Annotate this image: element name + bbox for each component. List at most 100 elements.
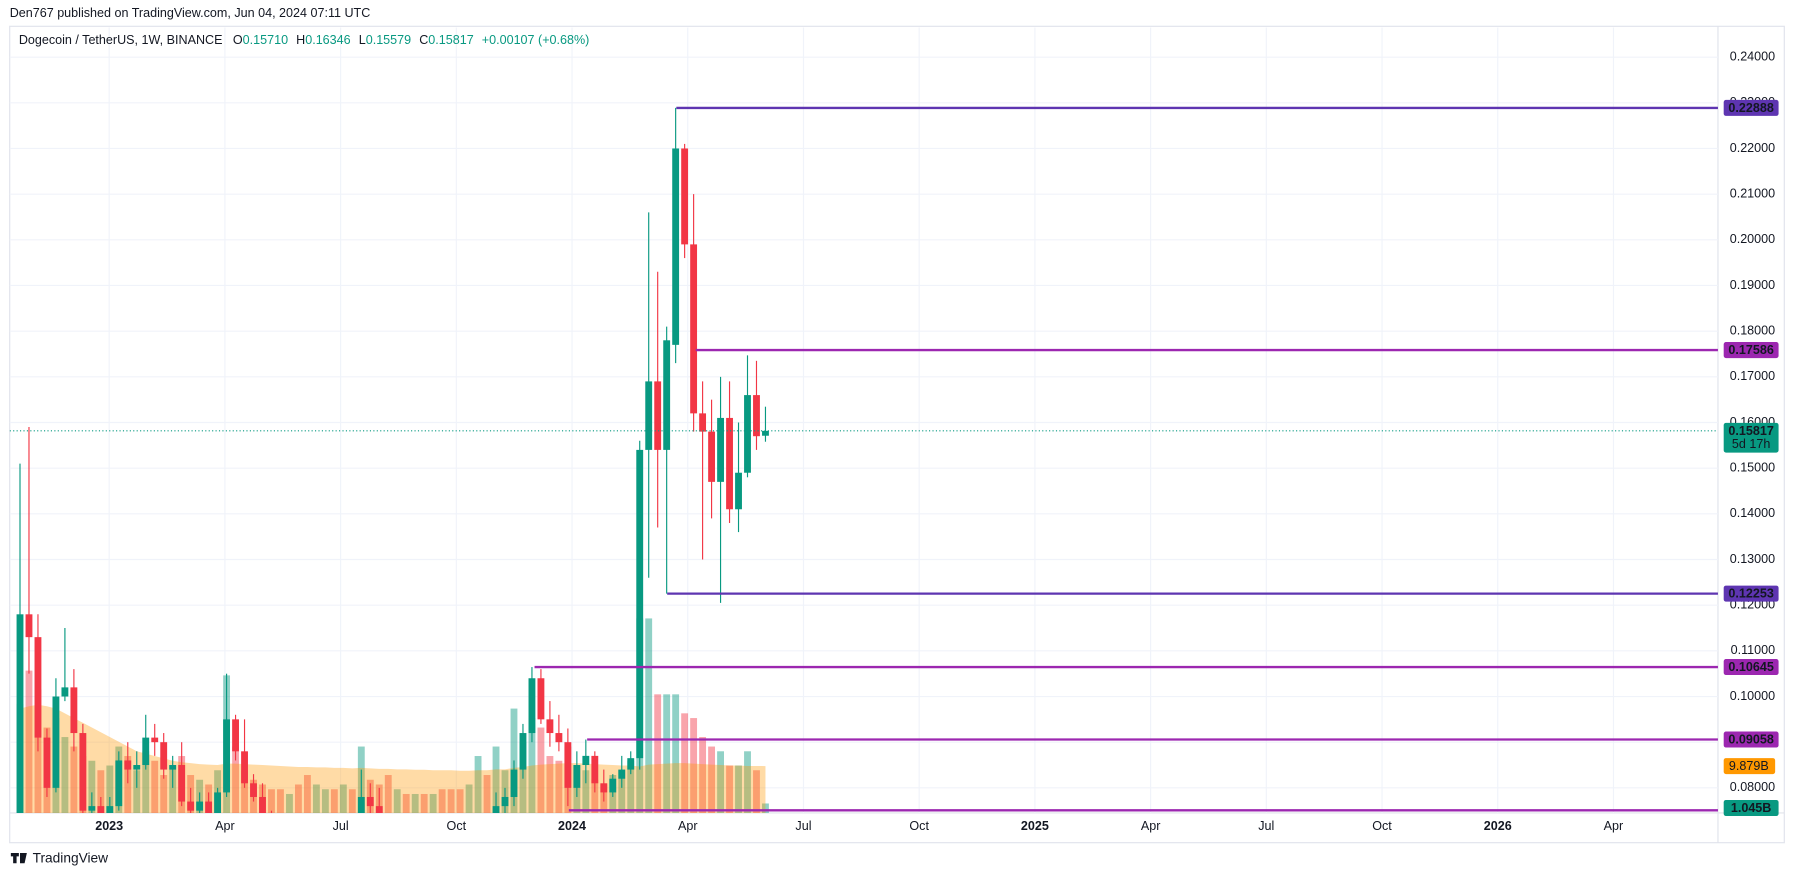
candle-body [259, 796, 266, 813]
candle-body [528, 678, 536, 734]
level-label-box [1723, 342, 1779, 359]
candle-body [510, 769, 518, 797]
candle-body [654, 381, 662, 450]
legend-key: O [233, 33, 243, 47]
legend-change: +0.00107 (+0.68%) [482, 33, 590, 47]
x-tick-label: Apr [215, 819, 235, 833]
candle-body [250, 783, 257, 797]
candle-body [546, 719, 554, 734]
candle-body [573, 765, 581, 788]
volume-bar [142, 751, 150, 813]
volume-bar [555, 760, 563, 813]
x-tick-label: 2024 [558, 819, 586, 833]
volume-bar [672, 694, 680, 813]
level-label-box [1723, 99, 1779, 116]
candle-body [169, 765, 177, 770]
candle-body [681, 148, 689, 245]
y-tick-label: 0.19000 [1730, 278, 1775, 292]
candle-body [618, 769, 626, 779]
candle-body [43, 737, 51, 788]
candle-body [16, 614, 24, 813]
volume-bar [402, 793, 410, 813]
y-tick-label: 0.21000 [1730, 186, 1775, 200]
candle-body [708, 431, 716, 482]
volume-bar [330, 789, 338, 813]
candle-body [357, 796, 365, 813]
y-tick-label: 0.18000 [1730, 323, 1775, 337]
candle-body [717, 417, 724, 482]
level-label-box [1723, 659, 1779, 676]
volume-bar [717, 751, 724, 813]
level-label-box [1723, 731, 1779, 748]
volume-bar [753, 770, 760, 813]
candle-body [492, 806, 500, 813]
candle-body [142, 737, 150, 766]
volume-bar [591, 779, 599, 813]
candle-body [88, 806, 96, 811]
volume-bar [582, 770, 590, 813]
volume-level-label: 1.045B [1731, 801, 1772, 815]
y-tick-label: 0.10000 [1730, 689, 1775, 703]
volume-bar [384, 775, 392, 813]
volume-bar [411, 793, 419, 813]
candle-body [582, 755, 590, 766]
volume-bar [438, 789, 446, 813]
volume-bar [294, 784, 302, 813]
x-tick-label: 2025 [1021, 819, 1049, 833]
x-tick-label: Oct [1372, 819, 1392, 833]
candle-body [762, 430, 769, 436]
x-tick-label: Jul [333, 819, 349, 833]
candle-body [555, 733, 563, 743]
y-tick-label: 0.17000 [1730, 369, 1775, 383]
candle-body [645, 381, 653, 450]
candle-body [735, 472, 742, 510]
volume-ma-box [1723, 758, 1776, 775]
candle-body [34, 637, 42, 738]
x-tick-label: Apr [1604, 819, 1624, 833]
y-tick-label: 0.08000 [1730, 780, 1775, 794]
candle-body [753, 395, 760, 437]
volume-bar [708, 746, 716, 813]
candle-body [25, 614, 33, 638]
candle-body [97, 806, 105, 813]
candle-body [124, 760, 132, 770]
volume-bar [160, 775, 168, 813]
candle-body [115, 760, 123, 807]
footer-text: TradingView [33, 850, 109, 865]
x-tick-label: Jul [795, 819, 811, 833]
candle-body [52, 696, 60, 788]
header: Den767 published on TradingView.com, Jun… [10, 6, 371, 20]
candle-body [375, 806, 383, 813]
volume-bar [241, 770, 248, 813]
candle-body [627, 758, 635, 770]
footer-logo: TradingView [10, 850, 109, 865]
volume-bar [744, 751, 751, 813]
y-tick-label: 0.15000 [1730, 460, 1775, 474]
candle-body [79, 733, 87, 811]
level-label-box [1723, 585, 1779, 602]
volume-bar [627, 760, 635, 813]
volume-bar [690, 718, 698, 813]
volume-bar [735, 765, 742, 813]
candle-body [591, 755, 599, 784]
x-tick-label: 2026 [1484, 819, 1512, 833]
y-tick-label: 0.22000 [1730, 141, 1775, 155]
last-price-label: 0.15817 [1728, 424, 1773, 438]
volume-bar [151, 760, 159, 813]
candle-body [663, 340, 671, 450]
level-label: 0.22888 [1728, 101, 1773, 115]
legend-value: 0.16346 [305, 33, 350, 47]
volume-bar [348, 789, 356, 813]
volume-bar [645, 618, 653, 813]
candle-body [744, 395, 751, 473]
candle-body [133, 765, 141, 770]
candle-body [564, 742, 572, 788]
candle-body [672, 148, 680, 345]
y-tick-label: 0.20000 [1730, 232, 1775, 246]
volume-bar [465, 784, 473, 813]
volume-bar [483, 775, 491, 813]
level-label: 0.17586 [1728, 343, 1773, 357]
